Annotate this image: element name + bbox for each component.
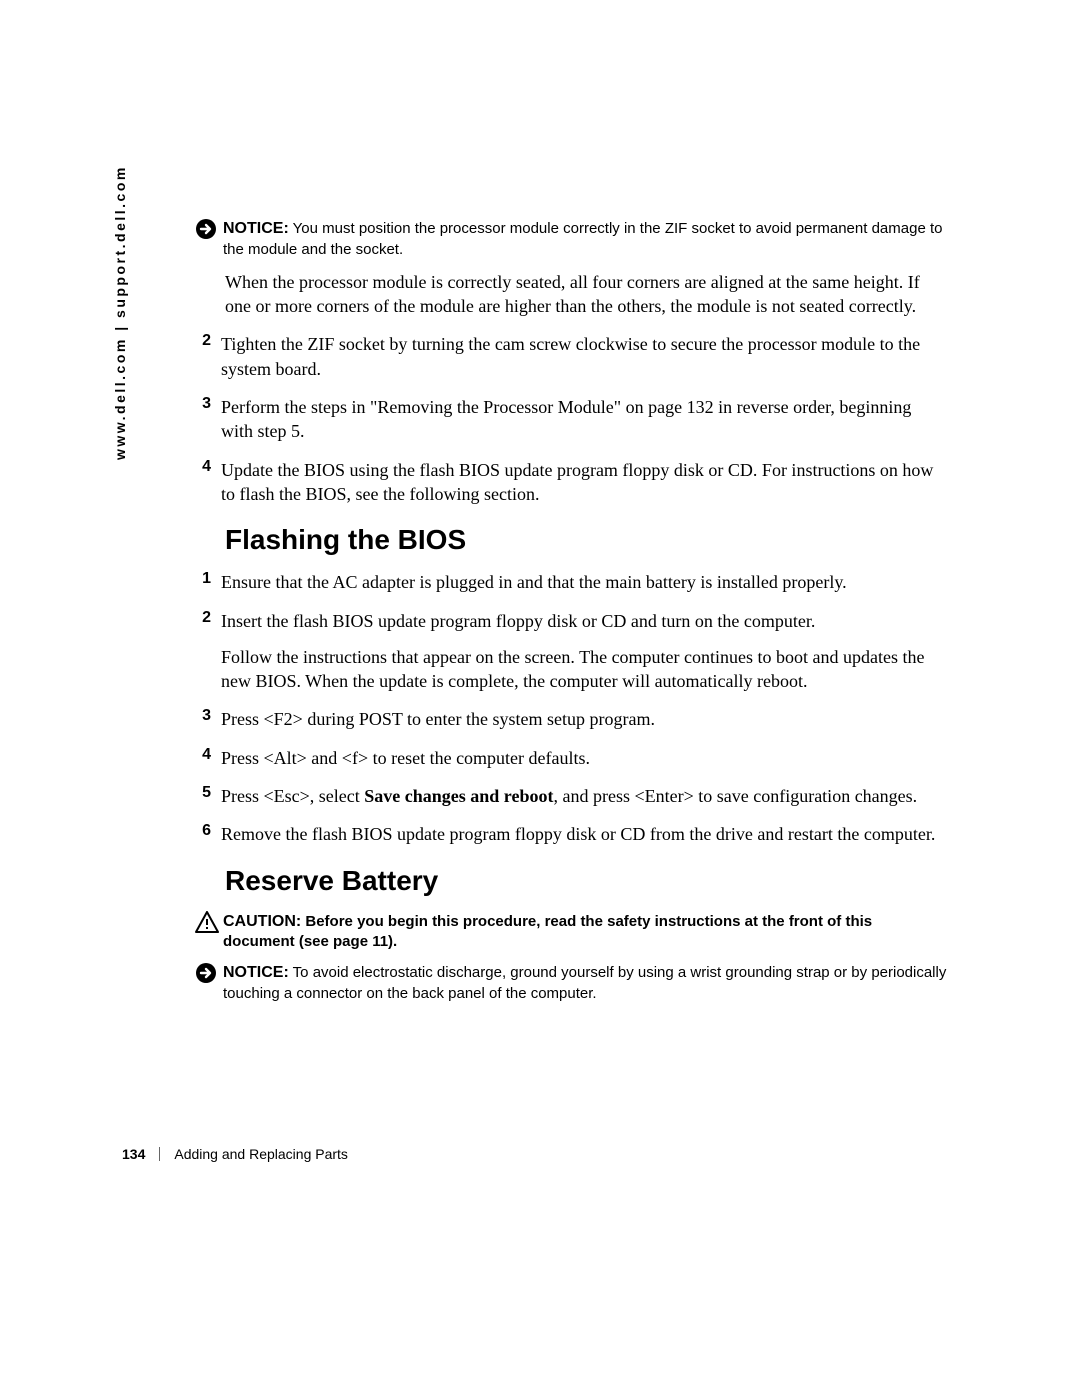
step-number: 4 [195, 458, 221, 507]
notice-block: NOTICE: To avoid electrostatic discharge… [225, 962, 947, 1004]
page-number: 134 [122, 1146, 145, 1162]
chapter-title: Adding and Replacing Parts [174, 1146, 348, 1162]
step-text: Update the BIOS using the flash BIOS upd… [221, 458, 947, 507]
side-url: www.dell.com | support.dell.com [112, 165, 128, 460]
notice-block: NOTICE: You must position the processor … [225, 218, 947, 260]
step-number: 2 [195, 609, 221, 694]
caution-block: CAUTION: Before you begin this procedure… [225, 911, 947, 953]
step-number: 2 [195, 332, 221, 381]
step-text: Ensure that the AC adapter is plugged in… [221, 570, 947, 594]
step-text: Remove the flash BIOS update program flo… [221, 822, 947, 846]
caution-body-text: Before you begin this procedure, read th… [223, 913, 872, 951]
notice-icon [195, 218, 223, 240]
notice-body-text: To avoid electrostatic discharge, ground… [223, 964, 946, 1002]
notice-icon [195, 962, 223, 984]
step-number: 5 [195, 784, 221, 808]
heading-flashing-bios: Flashing the BIOS [225, 524, 947, 556]
notice-body-text: You must position the processor module c… [223, 220, 942, 258]
paragraph: When the processor module is correctly s… [225, 270, 947, 319]
notice-label: NOTICE: [223, 964, 289, 981]
caution-icon [195, 911, 223, 933]
step-number: 6 [195, 822, 221, 846]
step-number: 4 [195, 746, 221, 770]
step-text: Perform the steps in "Removing the Proce… [221, 395, 947, 444]
step-text: Press <F2> during POST to enter the syst… [221, 707, 947, 731]
list-item: 3 Perform the steps in "Removing the Pro… [225, 395, 947, 444]
list-item: 4 Press <Alt> and <f> to reset the compu… [225, 746, 947, 770]
step-text: Press <Esc>, select Save changes and reb… [221, 784, 947, 808]
ordered-list-a: 2 Tighten the ZIF socket by turning the … [225, 332, 947, 506]
list-item: 2 Insert the flash BIOS update program f… [225, 609, 947, 694]
content-area: NOTICE: You must position the processor … [225, 218, 947, 1014]
step-text: Insert the flash BIOS update program flo… [221, 609, 947, 694]
page: www.dell.com | support.dell.com NOTICE: … [0, 0, 1080, 1397]
page-footer: 134 Adding and Replacing Parts [122, 1146, 348, 1162]
list-item: 6 Remove the flash BIOS update program f… [225, 822, 947, 846]
notice-label: NOTICE: [223, 220, 289, 237]
step-subtext: Follow the instructions that appear on t… [221, 645, 947, 694]
step-number: 3 [195, 395, 221, 444]
caution-text: CAUTION: Before you begin this procedure… [223, 911, 947, 953]
step-text: Press <Alt> and <f> to reset the compute… [221, 746, 947, 770]
list-item: 1 Ensure that the AC adapter is plugged … [225, 570, 947, 594]
list-item: 2 Tighten the ZIF socket by turning the … [225, 332, 947, 381]
heading-reserve-battery: Reserve Battery [225, 865, 947, 897]
step-number: 3 [195, 707, 221, 731]
step-number: 1 [195, 570, 221, 594]
list-item: 4 Update the BIOS using the flash BIOS u… [225, 458, 947, 507]
notice-text: NOTICE: To avoid electrostatic discharge… [223, 962, 947, 1004]
footer-separator [159, 1147, 160, 1161]
notice-text: NOTICE: You must position the processor … [223, 218, 947, 260]
list-item: 5 Press <Esc>, select Save changes and r… [225, 784, 947, 808]
bold-phrase: Save changes and reboot [364, 786, 553, 806]
list-item: 3 Press <F2> during POST to enter the sy… [225, 707, 947, 731]
caution-label: CAUTION: [223, 913, 301, 930]
step-text: Tighten the ZIF socket by turning the ca… [221, 332, 947, 381]
ordered-list-b: 1 Ensure that the AC adapter is plugged … [225, 570, 947, 846]
